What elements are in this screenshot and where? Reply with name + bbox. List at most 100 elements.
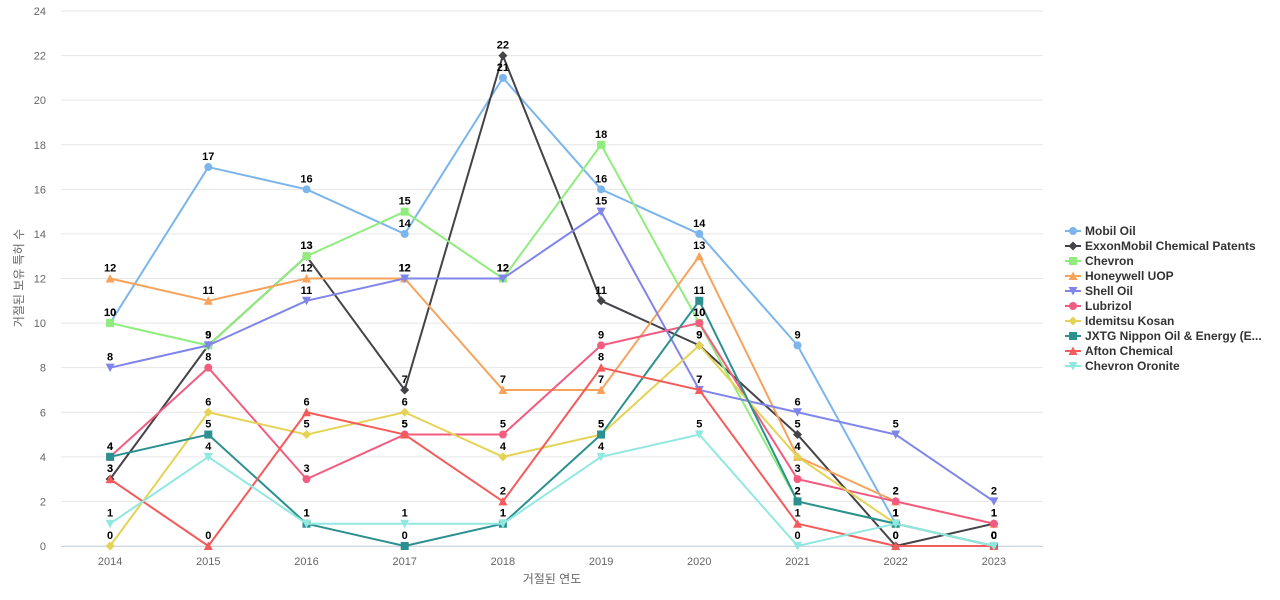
- data-point[interactable]: [596, 452, 606, 462]
- data-point[interactable]: [302, 185, 311, 194]
- data-point[interactable]: [203, 341, 213, 350]
- data-point[interactable]: [989, 542, 999, 551]
- data-label: 12: [300, 263, 312, 275]
- data-point[interactable]: [694, 251, 704, 261]
- series-line[interactable]: [109, 54, 995, 547]
- data-point[interactable]: [400, 430, 410, 439]
- series-line[interactable]: [109, 344, 995, 547]
- data-point[interactable]: [203, 296, 213, 305]
- data-point[interactable]: [891, 519, 901, 529]
- data-label: 21: [497, 62, 509, 74]
- data-point[interactable]: [204, 363, 213, 372]
- data-point[interactable]: [989, 497, 999, 506]
- data-point[interactable]: [302, 252, 311, 261]
- series-line[interactable]: [109, 210, 995, 503]
- data-point[interactable]: [105, 274, 115, 283]
- data-point[interactable]: [694, 430, 704, 440]
- legend-item[interactable]: ExxonMobil Chemical Patents: [1065, 239, 1256, 253]
- data-point[interactable]: [498, 519, 508, 529]
- data-point[interactable]: [302, 274, 311, 283]
- legend-item[interactable]: Lubrizol: [1065, 299, 1132, 313]
- data-point[interactable]: [203, 407, 213, 417]
- data-point[interactable]: [203, 452, 213, 462]
- data-point[interactable]: [793, 341, 802, 350]
- data-point[interactable]: [793, 519, 802, 528]
- data-point[interactable]: [105, 474, 115, 484]
- series-line[interactable]: [109, 299, 995, 547]
- data-point[interactable]: [597, 140, 606, 149]
- data-point[interactable]: [105, 519, 115, 529]
- y-tick-label: 24: [34, 6, 46, 18]
- legend-marker: [1068, 316, 1078, 326]
- data-point[interactable]: [400, 385, 410, 395]
- data-point[interactable]: [891, 541, 901, 551]
- data-label: 12: [399, 263, 411, 275]
- data-point[interactable]: [400, 519, 410, 529]
- legend-item[interactable]: JXTG Nippon Oil & Energy (E...: [1065, 329, 1262, 343]
- data-point[interactable]: [106, 319, 115, 328]
- x-tick-label: 2016: [294, 556, 318, 568]
- series-line[interactable]: [109, 433, 995, 547]
- series-7: [106, 296, 998, 550]
- data-point[interactable]: [498, 385, 508, 394]
- data-point[interactable]: [695, 229, 704, 238]
- data-point[interactable]: [204, 163, 213, 172]
- legend-item[interactable]: Chevron Oronite: [1065, 359, 1180, 373]
- data-label: 0: [991, 530, 997, 542]
- legend-item[interactable]: Chevron: [1065, 254, 1134, 268]
- data-point[interactable]: [302, 475, 311, 484]
- data-point[interactable]: [105, 541, 115, 551]
- data-label: 1: [107, 508, 113, 520]
- data-point[interactable]: [989, 519, 998, 528]
- data-point[interactable]: [400, 542, 409, 550]
- data-point[interactable]: [793, 452, 802, 462]
- data-point[interactable]: [302, 519, 311, 529]
- data-point[interactable]: [498, 274, 508, 284]
- data-point[interactable]: [793, 430, 802, 440]
- data-label: 2: [794, 485, 800, 497]
- legend-item[interactable]: Afton Chemical: [1065, 344, 1173, 358]
- data-point[interactable]: [596, 363, 606, 372]
- data-point[interactable]: [302, 430, 311, 440]
- data-point[interactable]: [498, 496, 508, 506]
- data-point[interactable]: [400, 274, 410, 284]
- data-label: 0: [991, 530, 997, 542]
- data-label: 15: [399, 196, 411, 208]
- data-point[interactable]: [596, 207, 606, 217]
- data-point[interactable]: [793, 542, 802, 551]
- data-point[interactable]: [793, 408, 802, 417]
- data-point[interactable]: [695, 319, 704, 328]
- data-point[interactable]: [695, 296, 704, 305]
- data-point[interactable]: [597, 341, 606, 350]
- data-point[interactable]: [694, 340, 704, 350]
- data-point[interactable]: [793, 497, 802, 506]
- legend-item[interactable]: Mobil Oil: [1065, 224, 1136, 238]
- data-point[interactable]: [302, 407, 311, 417]
- series-line[interactable]: [109, 322, 995, 525]
- legend-item[interactable]: Honeywell UOP: [1065, 269, 1174, 283]
- data-point[interactable]: [302, 296, 311, 306]
- legend-marker: [1069, 302, 1077, 310]
- data-point[interactable]: [498, 51, 508, 61]
- data-point[interactable]: [498, 73, 507, 82]
- data-point[interactable]: [400, 229, 409, 238]
- data-point[interactable]: [891, 497, 900, 506]
- data-point[interactable]: [793, 475, 802, 484]
- data-point[interactable]: [694, 385, 704, 394]
- data-point[interactable]: [596, 385, 606, 394]
- data-point[interactable]: [597, 430, 606, 439]
- legend-item[interactable]: Shell Oil: [1065, 284, 1133, 298]
- legend-item[interactable]: Idemitsu Kosan: [1065, 314, 1174, 328]
- data-point[interactable]: [105, 363, 115, 373]
- data-point[interactable]: [204, 430, 213, 439]
- data-point[interactable]: [400, 407, 410, 417]
- data-point[interactable]: [596, 296, 606, 306]
- data-point[interactable]: [891, 430, 901, 440]
- series-line[interactable]: [109, 76, 995, 547]
- data-point[interactable]: [400, 207, 409, 216]
- data-point[interactable]: [498, 452, 508, 462]
- data-point[interactable]: [498, 430, 507, 439]
- data-point[interactable]: [106, 452, 115, 461]
- data-point[interactable]: [203, 541, 213, 551]
- data-point[interactable]: [597, 185, 606, 194]
